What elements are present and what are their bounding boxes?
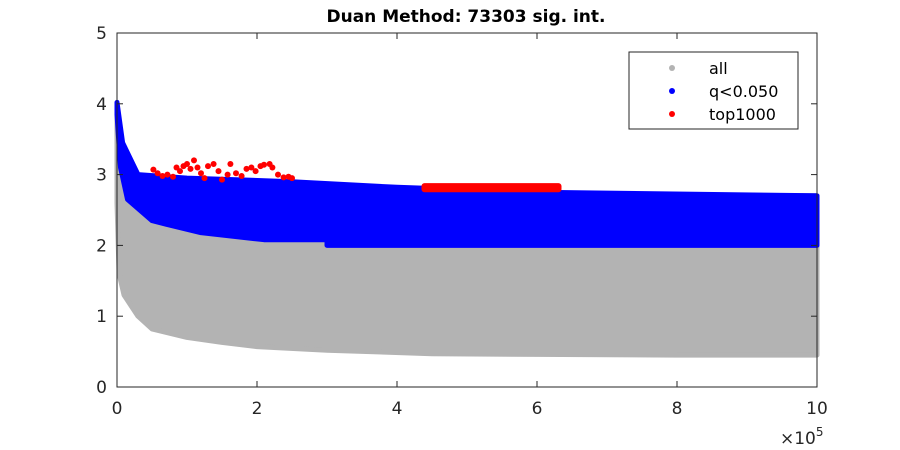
legend-label: q<0.050 <box>709 82 778 101</box>
legend-marker <box>669 88 675 94</box>
series-layer <box>114 99 820 358</box>
y-tick-label: 1 <box>96 307 107 327</box>
point-top1000 <box>191 157 197 164</box>
point-top1000 <box>201 175 208 182</box>
axis-layer: 0 2 4 6 8 10 0 1 2 3 4 5 <box>96 24 828 419</box>
series-q-0-050 <box>114 99 820 248</box>
x-tick-label: 0 <box>112 399 123 419</box>
chart-title: Duan Method: 73303 sig. int. <box>326 7 605 27</box>
x-tick-label: 8 <box>672 399 683 419</box>
plot-frame <box>116 32 818 388</box>
point-top1000 <box>164 171 171 178</box>
point-top1000 <box>177 168 183 175</box>
y-tick-label: 2 <box>96 236 107 256</box>
series-q-0-050-points <box>114 99 820 248</box>
legend-label: all <box>709 59 728 78</box>
x-tick-label: 2 <box>252 399 263 419</box>
legend-item-top1000: top1000 <box>669 105 776 124</box>
y-tick-label: 5 <box>96 24 107 44</box>
point-top1000 <box>280 174 287 181</box>
legend-item-q-0-050: q<0.050 <box>669 82 778 101</box>
legend-box <box>628 51 799 130</box>
series-top1000 <box>150 157 562 193</box>
legend: all q<0.050 top1000 <box>628 51 799 130</box>
point-top1000 <box>227 161 234 167</box>
point-top1000 <box>252 168 259 175</box>
point-top1000 <box>233 170 239 177</box>
point-top1000 <box>224 171 231 178</box>
x-tick-label: 6 <box>532 399 543 419</box>
point-top1000 <box>261 161 267 168</box>
x-exponent-label: ×105 <box>780 425 824 449</box>
y-tick-label: 0 <box>96 378 107 398</box>
legend-marker <box>669 65 675 71</box>
y-tick-label: 3 <box>96 166 107 186</box>
point-top1000 <box>154 170 161 177</box>
x-exponent-base: ×10 <box>780 429 816 449</box>
point-top1000 <box>219 176 225 183</box>
point-top1000 <box>170 173 176 180</box>
x-tick-label: 10 <box>806 399 828 419</box>
point-top1000 <box>269 164 276 171</box>
point-top1000 <box>275 171 281 178</box>
point-top1000 <box>184 161 190 167</box>
point-top1000 <box>215 168 222 175</box>
legend-marker <box>669 111 675 117</box>
point-top1000 <box>198 170 204 177</box>
x-tick-label: 4 <box>392 399 403 419</box>
point-top1000 <box>159 173 166 179</box>
point-top1000 <box>243 165 250 172</box>
point-top1000 <box>150 166 157 173</box>
svg-text:×105: ×105 <box>780 425 824 449</box>
point-top1000 <box>194 164 201 171</box>
point-cluster-top1000 <box>421 183 562 193</box>
legend-item-all: all <box>669 59 728 78</box>
point-top1000 <box>210 161 217 167</box>
y-tick-label: 4 <box>96 95 107 115</box>
point-top1000 <box>238 173 245 179</box>
x-exponent-power: 5 <box>816 425 824 439</box>
legend-label: top1000 <box>709 105 776 124</box>
point-top1000 <box>187 165 194 172</box>
point-top1000 <box>205 163 211 170</box>
point-top1000 <box>248 164 255 171</box>
point-top1000 <box>289 175 295 182</box>
